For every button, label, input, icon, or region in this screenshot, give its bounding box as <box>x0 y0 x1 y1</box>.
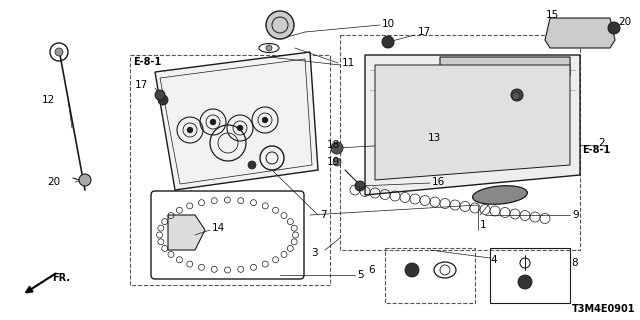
Text: 12: 12 <box>42 95 55 105</box>
Text: E-8-1: E-8-1 <box>133 57 161 67</box>
Text: 13: 13 <box>428 133 441 143</box>
Text: 9: 9 <box>572 210 579 220</box>
Circle shape <box>355 181 365 191</box>
Circle shape <box>55 48 63 56</box>
Text: 20: 20 <box>47 177 60 187</box>
Text: 14: 14 <box>212 223 225 233</box>
Circle shape <box>333 158 341 166</box>
Text: 4: 4 <box>490 255 497 265</box>
Text: 16: 16 <box>432 177 445 187</box>
Ellipse shape <box>472 186 527 204</box>
Circle shape <box>79 174 91 186</box>
Text: 10: 10 <box>382 19 395 29</box>
Text: 1: 1 <box>480 220 486 230</box>
Text: 6: 6 <box>369 265 375 275</box>
Text: 7: 7 <box>320 210 326 220</box>
Circle shape <box>210 119 216 125</box>
Circle shape <box>248 161 256 169</box>
Text: 11: 11 <box>342 58 355 68</box>
Text: 17: 17 <box>135 80 148 90</box>
Bar <box>340 35 580 250</box>
Text: 17: 17 <box>418 27 431 37</box>
Polygon shape <box>168 215 205 250</box>
Bar <box>490 248 570 303</box>
Text: 5: 5 <box>357 270 364 280</box>
Text: T3M4E0901: T3M4E0901 <box>572 304 635 314</box>
Text: 19: 19 <box>327 157 340 167</box>
Bar <box>385 248 475 303</box>
Text: 3: 3 <box>312 248 318 258</box>
Circle shape <box>262 117 268 123</box>
Circle shape <box>382 36 394 48</box>
Text: 18: 18 <box>327 140 340 150</box>
Circle shape <box>155 90 165 100</box>
Text: FR.: FR. <box>52 273 70 283</box>
Circle shape <box>608 22 620 34</box>
Circle shape <box>518 275 532 289</box>
Text: 2: 2 <box>598 138 605 148</box>
Circle shape <box>266 11 294 39</box>
Circle shape <box>187 127 193 133</box>
Circle shape <box>237 125 243 131</box>
Circle shape <box>266 45 272 51</box>
Circle shape <box>511 89 523 101</box>
Text: 8: 8 <box>572 258 578 268</box>
Text: 15: 15 <box>545 10 559 20</box>
Circle shape <box>405 263 419 277</box>
Circle shape <box>331 142 343 154</box>
Text: 20: 20 <box>618 17 631 27</box>
Bar <box>130 55 330 285</box>
Circle shape <box>512 92 520 100</box>
Polygon shape <box>365 55 580 195</box>
Text: E-8-1: E-8-1 <box>582 145 611 155</box>
Polygon shape <box>155 52 318 190</box>
Polygon shape <box>375 65 570 180</box>
Circle shape <box>158 95 168 105</box>
Polygon shape <box>545 18 615 48</box>
Polygon shape <box>440 57 570 85</box>
